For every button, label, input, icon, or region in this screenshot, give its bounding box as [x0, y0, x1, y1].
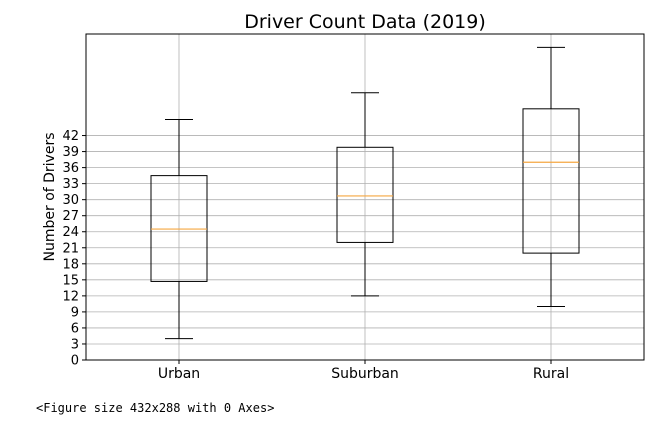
y-tick-label: 12 — [62, 289, 79, 304]
x-category-label: Rural — [533, 366, 569, 382]
y-tick-label: 3 — [71, 337, 79, 352]
y-tick-label: 27 — [62, 209, 79, 224]
x-category-label: Suburban — [331, 366, 399, 382]
y-tick-label: 6 — [71, 321, 79, 336]
y-tick-label: 21 — [62, 241, 79, 256]
y-tick-label: 39 — [62, 145, 79, 160]
x-category-label: Urban — [158, 366, 200, 382]
box-layer — [150, 46, 580, 340]
chart-title: Driver Count Data (2019) — [244, 11, 486, 33]
box-plot-chart: Driver Count Data (2019) Number of Drive… — [42, 11, 645, 382]
y-axis-label: Number of Drivers — [42, 132, 58, 261]
y-tick-label: 30 — [62, 193, 79, 208]
y-tick-label: 36 — [62, 161, 79, 176]
grid-layer — [86, 34, 644, 361]
y-tick-label: 18 — [62, 257, 79, 272]
box-iqr — [336, 146, 394, 243]
plot-frame — [85, 33, 645, 361]
y-tick-label: 24 — [62, 225, 79, 240]
y-tick-label: 15 — [62, 273, 79, 288]
y-tick-label: 33 — [62, 177, 79, 192]
box-iqr — [522, 108, 580, 254]
figure-output-caption: <Figure size 432x288 with 0 Axes> — [36, 401, 275, 415]
y-tick-label: 42 — [62, 129, 79, 144]
y-tick-label: 9 — [71, 305, 79, 320]
y-tick-label: 0 — [71, 354, 79, 369]
